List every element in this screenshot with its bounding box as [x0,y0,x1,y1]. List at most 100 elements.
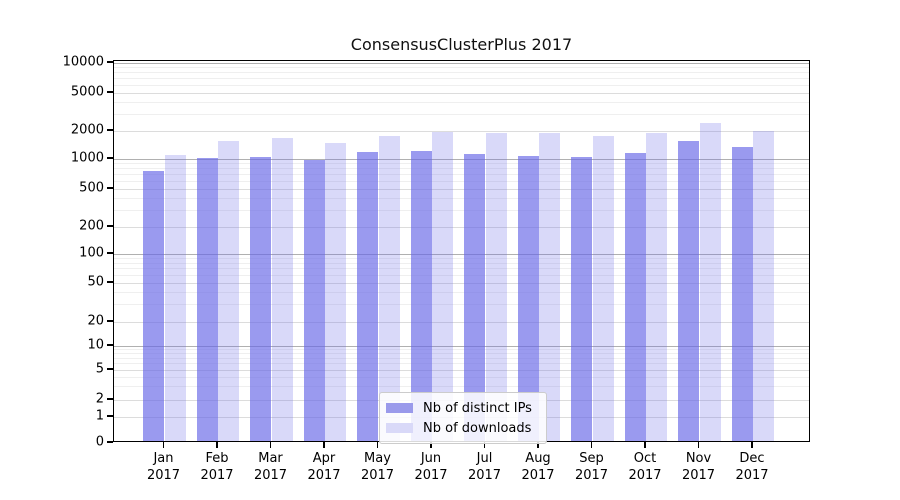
y-axis-tick-1000 [107,157,113,159]
x-axis-tick-nov [697,442,700,448]
gridline-20 [114,321,809,323]
gridline-minor [114,84,809,86]
y-axis-tick-500 [107,187,113,189]
y-axis-tick-20 [107,320,113,322]
legend-swatch-downloads [386,423,413,433]
x-axis-month-label-sep: Sep 2017 [557,450,627,484]
gridline-minor [114,292,809,293]
month-year: 2017 [681,468,716,483]
bar-distinct-ips-may [357,152,379,441]
month-name: Nov [685,451,712,466]
bar-downloads-jan [164,155,186,441]
month-name: Jun [420,451,442,466]
bar-distinct-ips-feb [196,157,218,441]
bar-downloads-jul [485,132,507,441]
x-axis-tick-apr [323,442,325,448]
gridline-10000 [114,62,809,64]
y-axis-tick-label-20: 20 [87,313,104,329]
y-axis-tick-label-0: 0 [95,434,104,450]
bar-distinct-ips-mar [250,157,272,441]
bar-distinct-ips-jul [464,153,486,441]
month-year: 2017 [200,468,234,483]
y-axis-tick-label-1: 1 [95,408,104,424]
gridline-minor [114,357,809,359]
x-axis-tick-feb [216,442,218,448]
gridline-50 [114,282,809,284]
y-axis-tick-50 [107,281,113,283]
chart-title: ConsensusClusterPlus 2017 [350,35,573,54]
x-axis-tick-oct [644,442,646,448]
legend-item-distinct-ips: Nb of distinct IPs [386,398,532,418]
bar-distinct-ips-jun [410,151,432,441]
bar-downloads-sep [592,135,614,441]
x-axis-tick-jul [483,442,486,448]
month-year: 2017 [521,468,555,483]
gridline-minor [114,72,809,74]
gridline-minor [114,67,809,69]
legend-swatch-distinct-ips [386,403,413,413]
legend: Nb of distinct IPs Nb of downloads [379,392,547,444]
legend-item-downloads: Nb of downloads [386,418,532,438]
month-year: 2017 [628,468,662,483]
gridline-minor [114,163,809,164]
month-year: 2017 [735,468,769,483]
gridline-minor [114,168,809,170]
gridline-10 [114,345,809,347]
x-axis-tick-jun [430,442,432,448]
y-axis-tick-label-10000: 10000 [62,54,104,70]
bar-distinct-ips-apr [303,159,325,441]
month-year: 2017 [467,468,502,483]
y-axis-tick-2 [107,398,113,400]
month-name: Aug [525,451,551,466]
month-year: 2017 [414,468,448,483]
bar-downloads-apr [325,143,347,441]
gridline-500 [114,188,809,190]
month-name: Dec [739,451,765,466]
legend-label-downloads: Nb of downloads [423,420,532,436]
y-axis-tick-label-100: 100 [79,245,104,261]
gridline-minor [114,101,809,103]
x-axis-month-label-dec: Dec 2017 [717,450,787,484]
gridline-minor [114,274,809,276]
gridline-minor [114,113,809,115]
gridline-minor [114,262,809,264]
x-axis-month-label-aug: Aug 2017 [503,450,573,484]
month-year: 2017 [307,468,341,483]
month-year: 2017 [253,468,288,483]
x-axis-month-label-nov: Nov 2017 [664,450,734,484]
month-year: 2017 [146,468,181,483]
gridline-minor [114,268,809,270]
gridline-1000 [114,158,809,160]
bar-distinct-ips-sep [571,157,593,441]
x-axis-tick-may [376,442,379,448]
x-axis-tick-jan [162,442,165,448]
month-year: 2017 [360,468,395,483]
y-axis-tick-10000 [107,61,113,63]
x-axis-month-label-mar: Mar 2017 [236,450,306,484]
x-axis-month-label-may: May 2017 [343,450,413,484]
bar-distinct-ips-oct [624,153,646,441]
x-axis-tick-sep [590,442,593,448]
bar-distinct-ips-dec [731,147,753,441]
bar-downloads-may [378,135,400,441]
bar-distinct-ips-nov [678,140,700,441]
x-axis-tick-dec [751,442,753,448]
y-axis-tick-label-1000: 1000 [70,150,104,166]
gridline-minor [114,349,809,351]
y-axis-tick-label-200: 200 [79,218,104,234]
bar-downloads-feb [218,140,240,441]
x-axis-month-label-apr: Apr 2017 [289,450,359,484]
gridline-minor [114,197,809,199]
y-axis-tick-label-2: 2 [95,391,104,407]
gridline-minor [114,363,809,365]
y-axis-tick-label-50: 50 [87,274,104,290]
bar-distinct-ips-aug [517,155,539,441]
month-name: Apr [312,451,336,466]
gridline-minor [114,257,809,259]
month-name: Mar [258,451,283,466]
y-axis-tick-5000 [107,91,113,93]
gridline-100 [114,253,809,255]
month-year: 2017 [574,468,609,483]
month-name: Sep [579,451,604,466]
